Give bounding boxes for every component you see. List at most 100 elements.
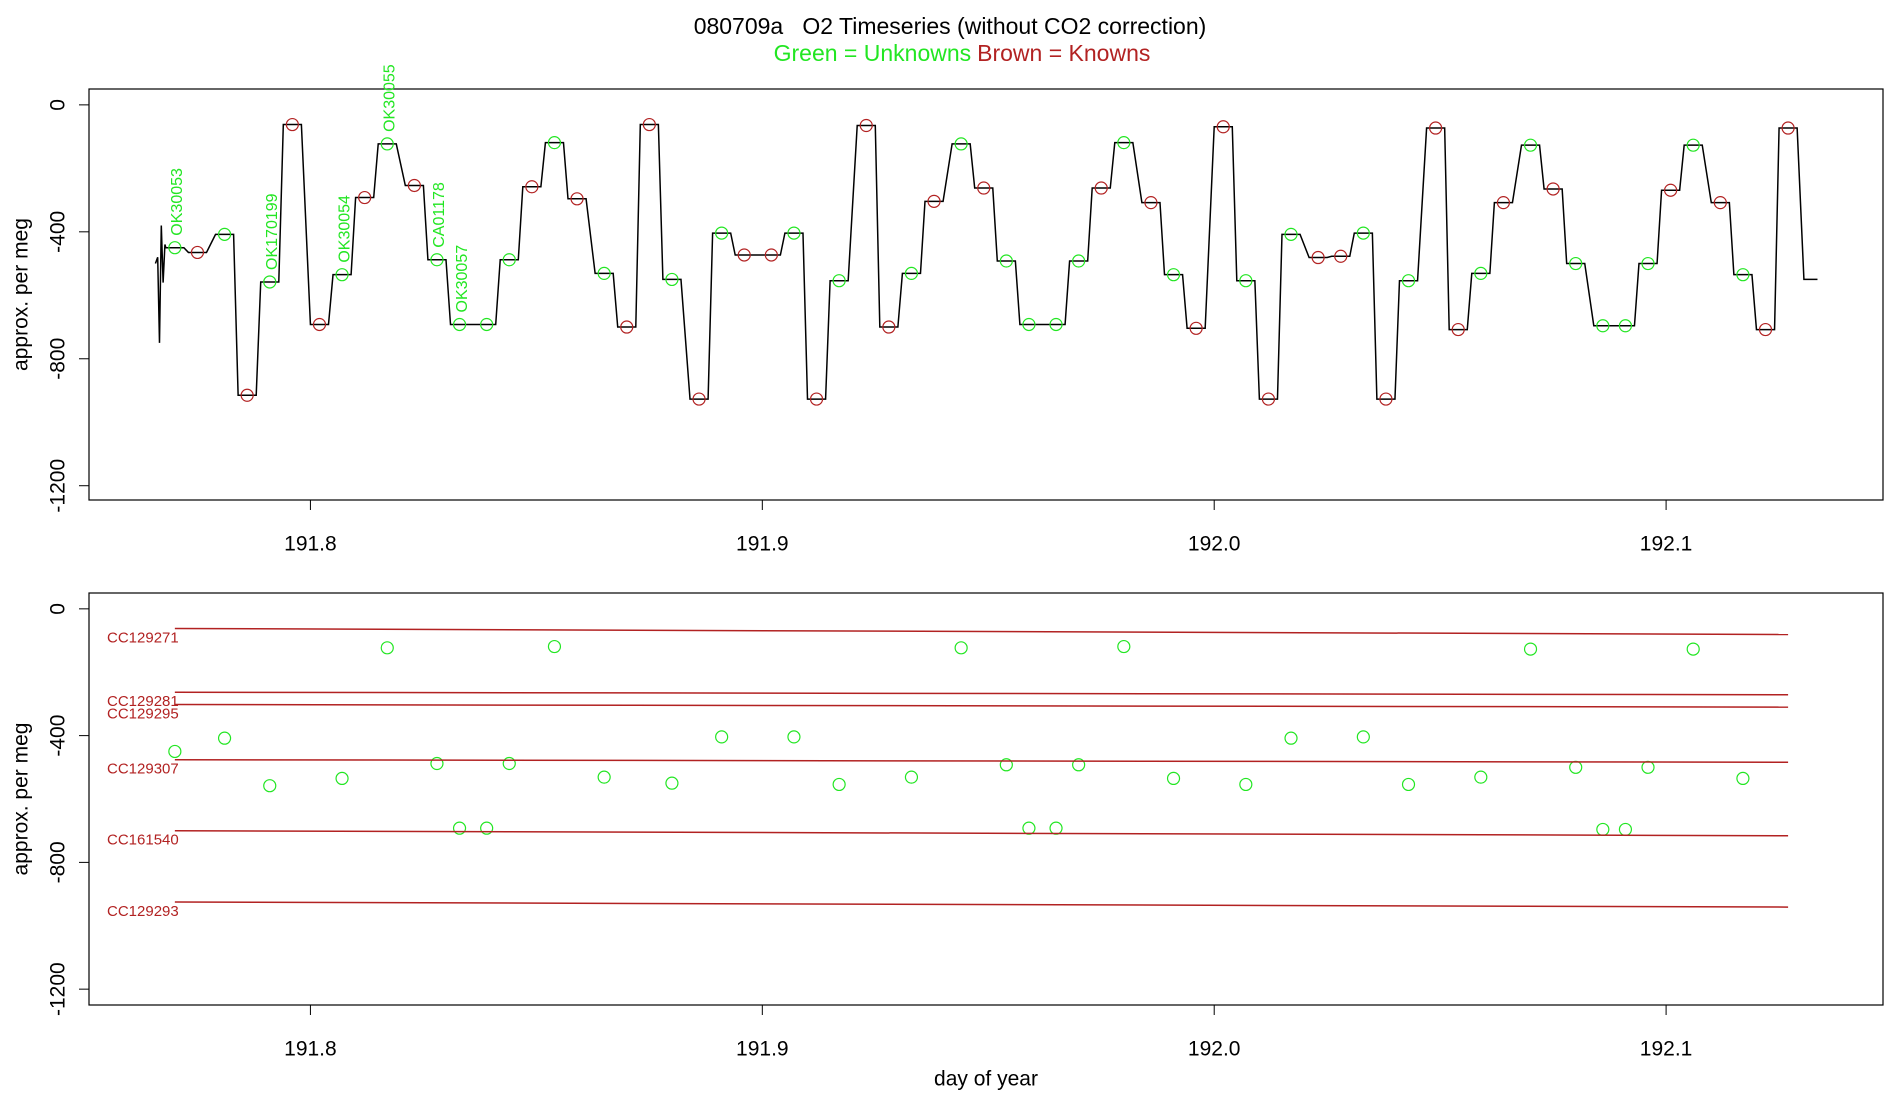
marker xyxy=(999,254,1013,268)
x-tick-label: 192.1 xyxy=(1640,1038,1693,1061)
marker xyxy=(1401,274,1416,288)
y-tick-label: -400 xyxy=(47,211,70,253)
marker xyxy=(335,268,349,282)
marker xyxy=(1072,758,1086,772)
point-label: CA01178 xyxy=(431,182,448,248)
x-tick-label: 191.8 xyxy=(284,1038,337,1061)
marker xyxy=(547,639,562,654)
point-label: OK170199 xyxy=(264,193,281,270)
marker xyxy=(1049,821,1063,835)
marker xyxy=(642,117,656,132)
marker xyxy=(1094,181,1108,195)
marker xyxy=(1022,317,1036,332)
marker xyxy=(1311,250,1325,265)
marker xyxy=(1117,639,1131,654)
marker xyxy=(1596,319,1610,333)
marker xyxy=(1189,321,1203,335)
series-line xyxy=(174,627,1789,636)
series-line xyxy=(154,123,1818,400)
plot-frame xyxy=(88,592,1884,1006)
series-line xyxy=(174,901,1789,908)
marker xyxy=(1022,821,1036,835)
y-tick-label: -800 xyxy=(47,338,70,380)
line-label: CC129293 xyxy=(107,903,179,920)
marker xyxy=(1569,760,1583,774)
marker xyxy=(1736,771,1750,786)
marker xyxy=(312,317,327,332)
point-label: OK30055 xyxy=(381,64,398,132)
marker xyxy=(1664,183,1678,197)
marker xyxy=(1356,730,1370,744)
marker xyxy=(977,181,991,195)
series-line xyxy=(174,758,1789,763)
marker xyxy=(263,779,277,793)
marker xyxy=(1117,136,1131,150)
marker xyxy=(1686,138,1700,152)
marker xyxy=(832,274,846,288)
marker xyxy=(285,117,299,132)
marker xyxy=(787,226,801,240)
marker xyxy=(407,178,421,193)
marker xyxy=(1144,196,1158,210)
marker xyxy=(999,758,1013,772)
series-line xyxy=(174,691,1789,696)
marker xyxy=(1686,642,1700,656)
x-tick-label: 192.0 xyxy=(1188,533,1241,556)
x-tick-label: 191.9 xyxy=(736,533,789,556)
marker xyxy=(1334,249,1348,263)
marker xyxy=(217,731,232,745)
point-label: OK30057 xyxy=(454,245,471,313)
marker xyxy=(1379,392,1393,406)
marker xyxy=(1546,182,1560,196)
marker xyxy=(1166,771,1181,786)
marker xyxy=(263,275,277,289)
marker xyxy=(1713,196,1727,210)
marker xyxy=(597,770,611,784)
marker xyxy=(809,392,824,406)
marker xyxy=(1496,196,1511,210)
marker xyxy=(1429,121,1443,135)
chart-title: 080709a O2 Timeseries (without CO2 corre… xyxy=(694,13,1207,39)
marker xyxy=(480,821,494,835)
marker xyxy=(430,253,444,267)
marker xyxy=(1216,120,1230,134)
legend-entry: Green = Unknowns xyxy=(774,40,972,66)
marker xyxy=(1618,822,1633,837)
x-axis-label: day of year xyxy=(934,1068,1038,1091)
marker xyxy=(882,320,896,334)
marker xyxy=(1523,138,1538,152)
marker xyxy=(665,776,679,790)
line-label: CC129295 xyxy=(107,706,179,723)
plot-frame xyxy=(88,88,1884,501)
x-tick-label: 191.9 xyxy=(736,1038,789,1061)
y-tick-label: 0 xyxy=(47,99,70,111)
point-label: OK30054 xyxy=(336,195,353,263)
y-axis-label: approx. per meg xyxy=(10,218,33,371)
marker xyxy=(1781,121,1795,135)
marker xyxy=(859,118,873,133)
marker xyxy=(715,226,729,240)
marker xyxy=(525,180,539,194)
marker xyxy=(1261,392,1276,406)
marker xyxy=(217,227,232,241)
marker xyxy=(240,388,254,402)
marker xyxy=(954,641,968,655)
legend-entry: Brown = Knowns xyxy=(977,40,1150,66)
y-tick-label: -1200 xyxy=(47,459,70,513)
marker xyxy=(927,194,941,208)
marker xyxy=(452,317,467,332)
marker xyxy=(547,136,562,150)
marker xyxy=(692,392,706,406)
y-tick-label: -800 xyxy=(47,841,70,883)
marker xyxy=(904,266,919,280)
marker xyxy=(620,320,634,334)
marker xyxy=(452,821,467,835)
marker xyxy=(1474,770,1488,784)
y-tick-label: -400 xyxy=(47,715,70,757)
marker xyxy=(1239,274,1253,288)
marker xyxy=(1401,777,1416,792)
y-axis-label: approx. per meg xyxy=(10,723,33,876)
x-tick-label: 192.1 xyxy=(1640,533,1693,556)
marker xyxy=(335,771,349,786)
marker xyxy=(787,730,801,744)
